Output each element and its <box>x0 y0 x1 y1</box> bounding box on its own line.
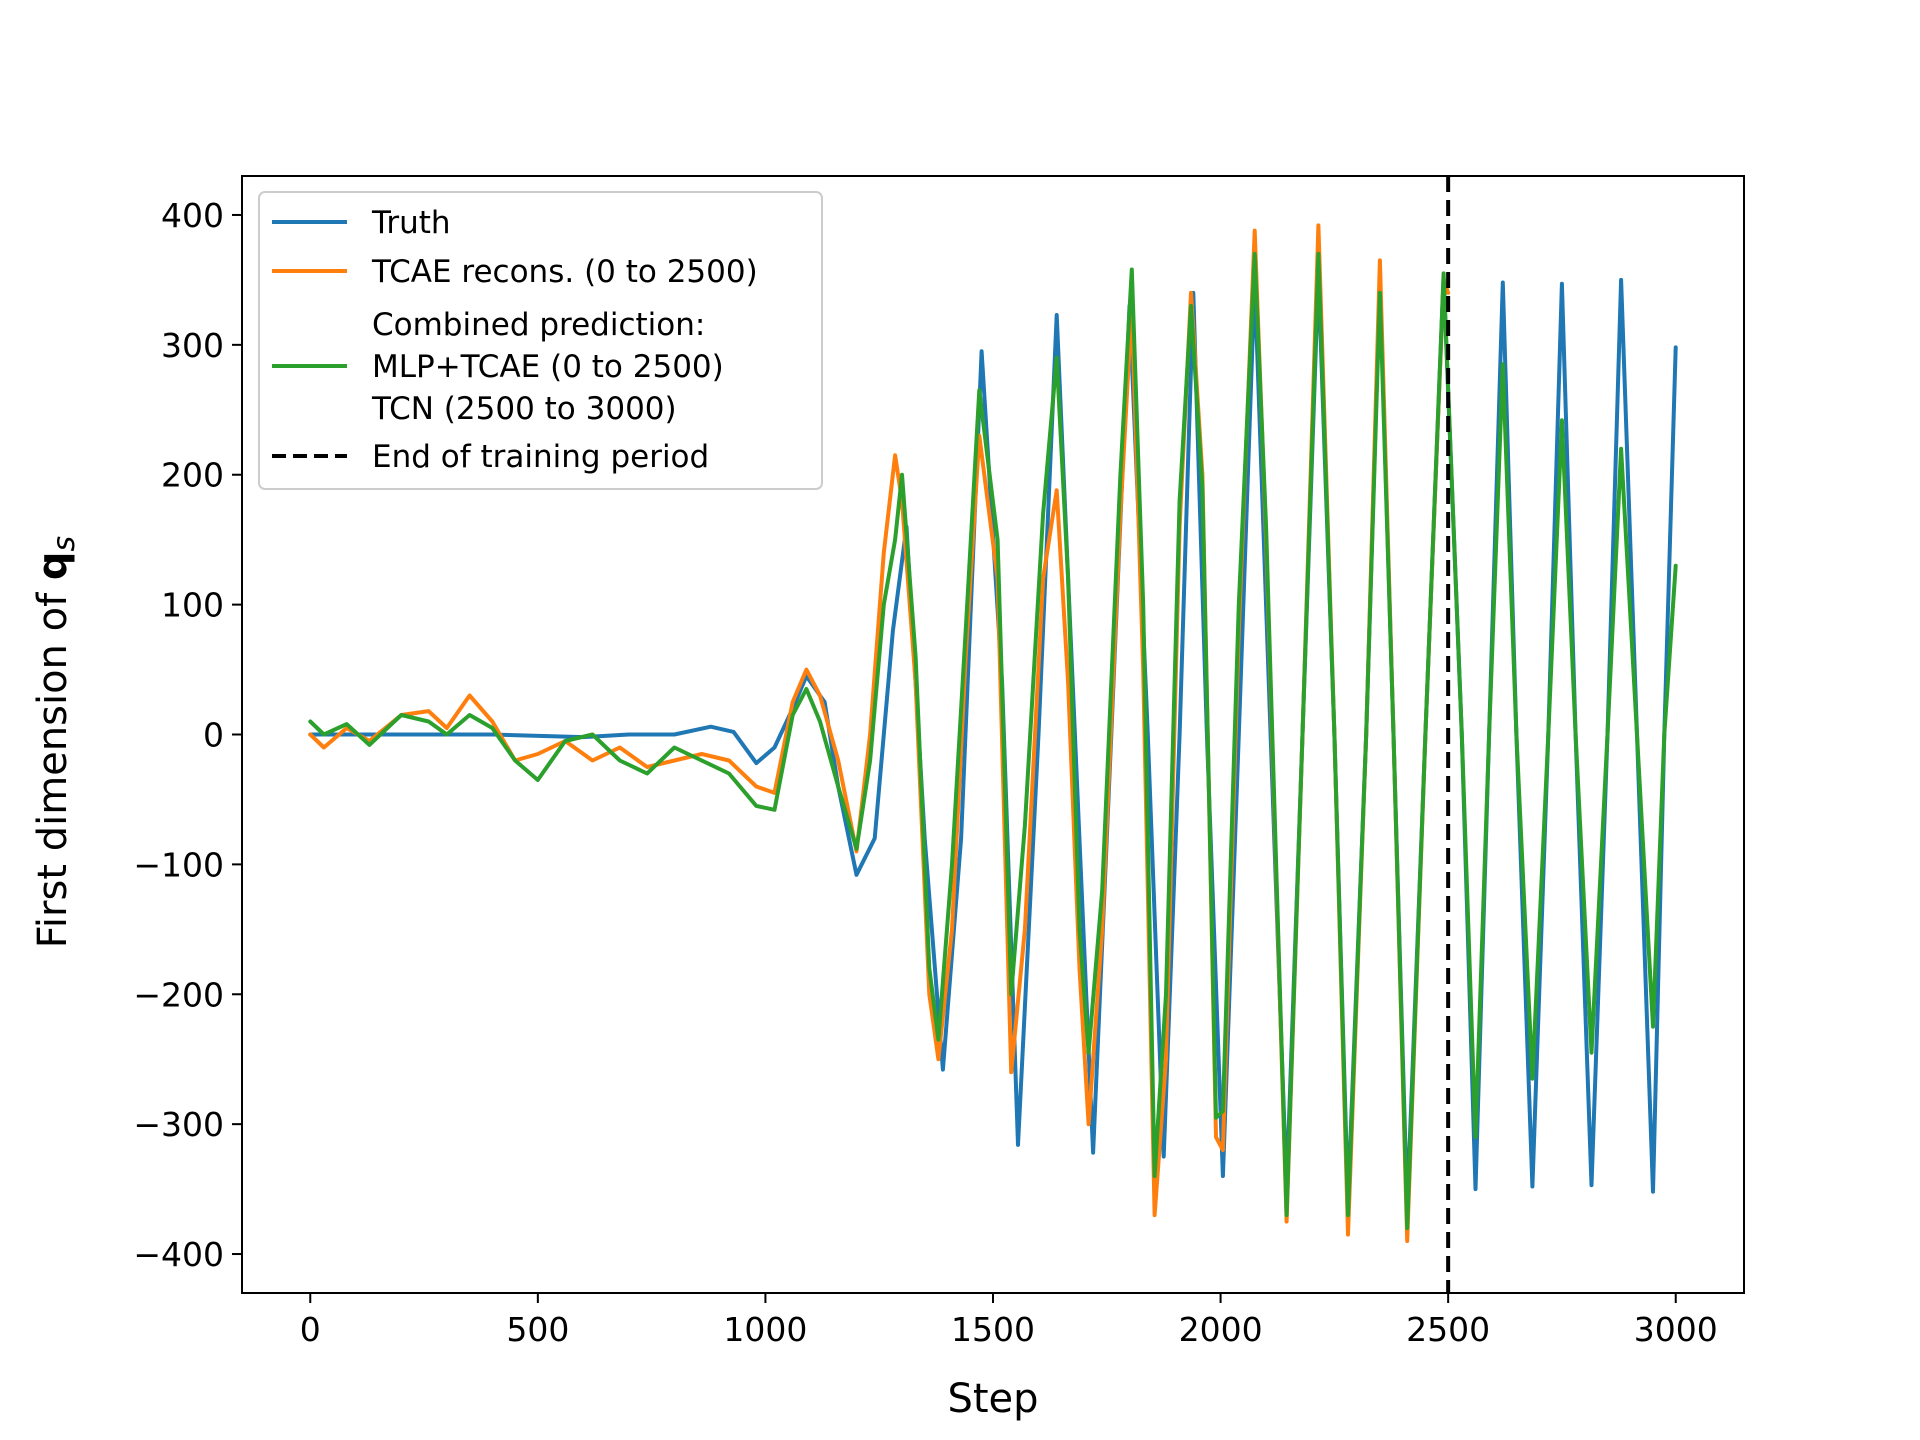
legend: Truth TCAE recons. (0 to 2500) Combined … <box>258 191 823 490</box>
x-axis-title: Step <box>947 1376 1038 1422</box>
y-tick-label: 200 <box>161 456 224 495</box>
legend-label-vline: End of training period <box>372 439 709 475</box>
x-tick-label: 2500 <box>1406 1310 1490 1349</box>
y-tick-label: 300 <box>161 326 224 365</box>
legend-label-combined-line3: TCN (2500 to 3000) <box>371 391 677 427</box>
y-tick-label: −400 <box>133 1235 224 1274</box>
y-axis: −400 −300 −200 −100 0 100 200 300 400 <box>133 196 242 1274</box>
legend-label-combined-line2: MLP+TCAE (0 to 2500) <box>372 349 724 385</box>
series-layer <box>308 223 1678 1243</box>
x-tick-label: 1500 <box>951 1310 1035 1349</box>
legend-label-combined-line1: Combined prediction: <box>372 307 705 343</box>
x-tick-label: 2000 <box>1179 1310 1263 1349</box>
y-axis-title: First dimension of qs <box>30 536 82 948</box>
legend-label-truth: Truth <box>371 205 451 241</box>
legend-box <box>258 191 823 490</box>
y-tick-label: −100 <box>133 845 224 884</box>
y-axis-title-symbol: q <box>30 551 76 580</box>
x-tick-label: 500 <box>506 1310 569 1349</box>
legend-label-tcae: TCAE recons. (0 to 2500) <box>371 254 758 290</box>
y-tick-label: −200 <box>133 975 224 1014</box>
y-tick-label: 400 <box>161 196 224 235</box>
x-tick-label: 1000 <box>723 1310 807 1349</box>
x-tick-label: 3000 <box>1634 1310 1718 1349</box>
y-tick-label: −300 <box>133 1105 224 1144</box>
y-tick-label: 0 <box>203 716 224 755</box>
x-axis: 0 500 1000 1500 2000 2500 3000 <box>300 1293 1718 1349</box>
series-line-2 <box>308 251 1678 1231</box>
y-axis-title-subscript: s <box>47 536 82 552</box>
y-tick-label: 100 <box>161 586 224 625</box>
y-axis-title-prefix: First dimension of <box>30 580 76 948</box>
x-tick-label: 0 <box>300 1310 321 1349</box>
